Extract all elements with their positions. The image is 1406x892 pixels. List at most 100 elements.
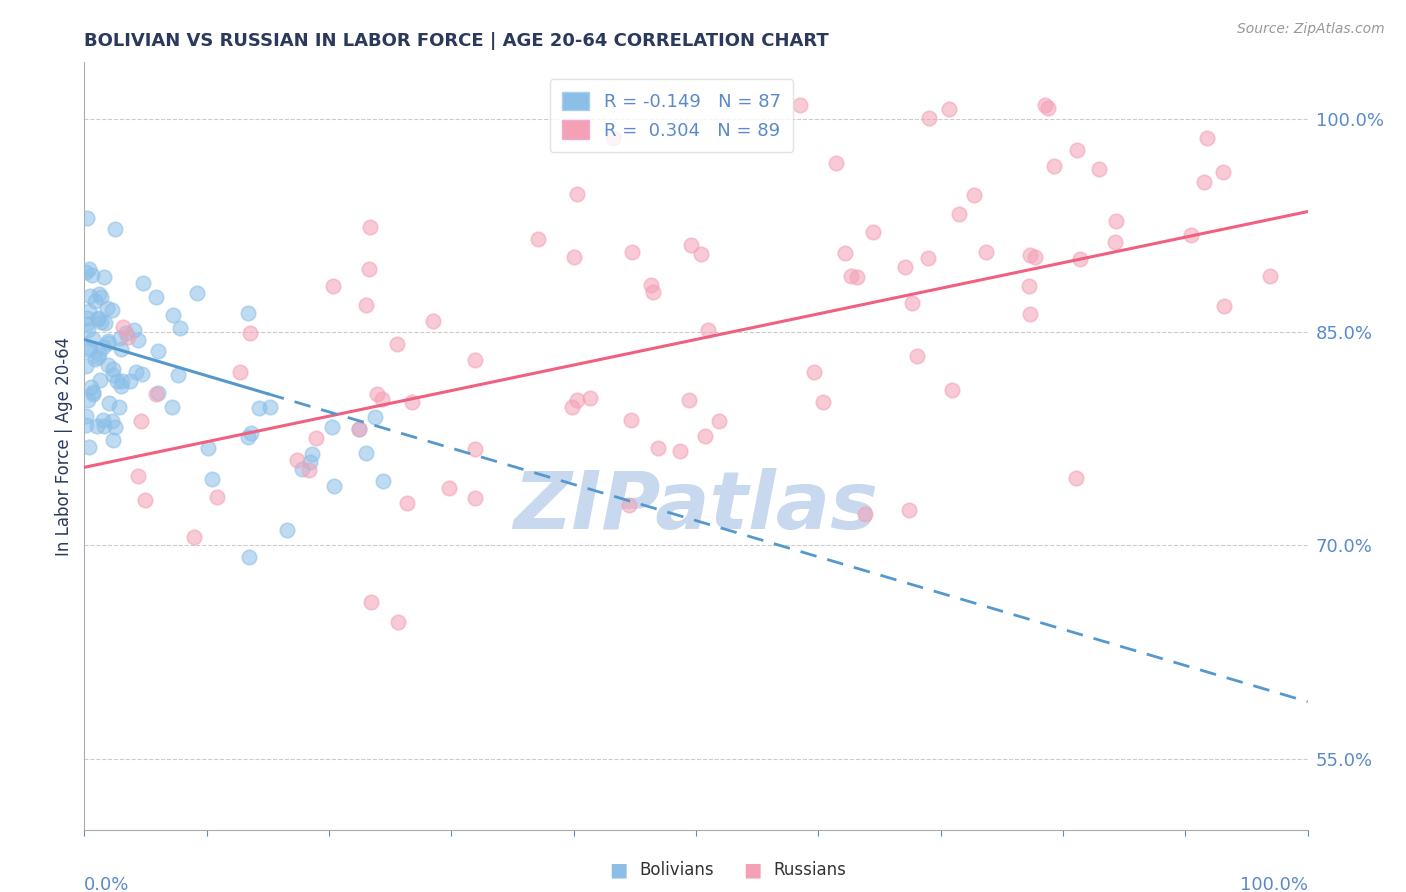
- Point: [83, 352, 105, 367]
- Point: [91, 413, 114, 427]
- Point: [82, 384, 104, 399]
- Point: [276, 523, 298, 537]
- Point: [1105, 213, 1128, 227]
- Point: [464, 442, 486, 457]
- Point: [145, 290, 167, 304]
- Point: [669, 443, 692, 458]
- Point: [941, 383, 963, 397]
- Point: [93, 419, 115, 434]
- Point: [89, 287, 111, 301]
- Point: [247, 401, 270, 416]
- Point: [101, 368, 124, 382]
- Point: [301, 447, 323, 461]
- Point: [229, 365, 252, 379]
- Point: [75, 417, 97, 432]
- Point: [108, 400, 131, 414]
- Point: [387, 615, 409, 629]
- Point: [565, 393, 588, 408]
- Point: [1192, 175, 1215, 189]
- Point: [82, 268, 104, 282]
- Point: [917, 251, 939, 265]
- Point: [357, 262, 380, 277]
- Point: [111, 319, 134, 334]
- Point: [1018, 248, 1040, 262]
- Point: [359, 219, 381, 234]
- Point: [104, 420, 127, 434]
- Point: [91, 340, 114, 354]
- Point: [437, 482, 460, 496]
- Point: [561, 401, 583, 415]
- Point: [84, 293, 107, 308]
- Point: [1024, 250, 1046, 264]
- Point: [108, 331, 131, 345]
- Point: [845, 270, 868, 285]
- Point: [186, 286, 208, 301]
- Point: [86, 418, 108, 433]
- Point: [893, 260, 915, 275]
- Text: BOLIVIAN VS RUSSIAN IN LABOR FORCE | AGE 20-64 CORRELATION CHART: BOLIVIAN VS RUSSIAN IN LABOR FORCE | AGE…: [84, 32, 830, 50]
- Point: [322, 279, 344, 293]
- Point: [75, 265, 97, 279]
- Point: [127, 334, 149, 348]
- Point: [82, 387, 104, 401]
- Point: [201, 472, 224, 486]
- Point: [239, 426, 262, 441]
- Point: [948, 207, 970, 221]
- Point: [131, 368, 153, 382]
- Point: [422, 314, 444, 328]
- Point: [75, 359, 97, 373]
- Point: [97, 358, 120, 372]
- Point: [834, 245, 856, 260]
- Point: [396, 496, 419, 510]
- Point: [132, 276, 155, 290]
- Point: [105, 374, 128, 388]
- Point: [77, 343, 100, 357]
- Point: [371, 474, 394, 488]
- Point: [146, 386, 169, 401]
- Point: [110, 342, 132, 356]
- Point: [236, 430, 259, 444]
- Point: [1018, 307, 1040, 321]
- Point: [127, 469, 149, 483]
- Point: [567, 187, 589, 202]
- Point: [76, 310, 98, 325]
- Point: [94, 316, 117, 330]
- Point: [1088, 162, 1111, 177]
- Point: [709, 414, 731, 428]
- Point: [862, 225, 884, 239]
- Point: [97, 334, 120, 348]
- Point: [104, 221, 127, 235]
- Text: ■: ■: [742, 860, 762, 880]
- Point: [77, 262, 100, 277]
- Point: [918, 111, 941, 125]
- Point: [291, 461, 314, 475]
- Point: [803, 365, 825, 379]
- Point: [238, 549, 260, 564]
- Point: [89, 346, 111, 360]
- Point: [115, 326, 138, 340]
- Point: [789, 98, 811, 112]
- Point: [82, 333, 104, 347]
- Point: [1212, 165, 1234, 179]
- Point: [617, 498, 640, 512]
- Point: [89, 373, 111, 387]
- Point: [87, 350, 110, 364]
- Point: [356, 446, 378, 460]
- Point: [87, 310, 110, 325]
- Point: [1104, 235, 1126, 249]
- Point: [76, 211, 98, 225]
- Point: [464, 491, 486, 505]
- Point: [162, 400, 184, 414]
- Point: [321, 420, 343, 434]
- Point: [401, 395, 423, 409]
- Text: 100.0%: 100.0%: [1240, 876, 1308, 892]
- Point: [620, 245, 643, 260]
- Point: [824, 155, 846, 169]
- Point: [80, 380, 103, 394]
- Point: [1018, 279, 1040, 293]
- Point: [145, 387, 167, 401]
- Point: [602, 130, 624, 145]
- Point: [693, 429, 716, 443]
- Point: [169, 321, 191, 335]
- Point: [97, 335, 120, 350]
